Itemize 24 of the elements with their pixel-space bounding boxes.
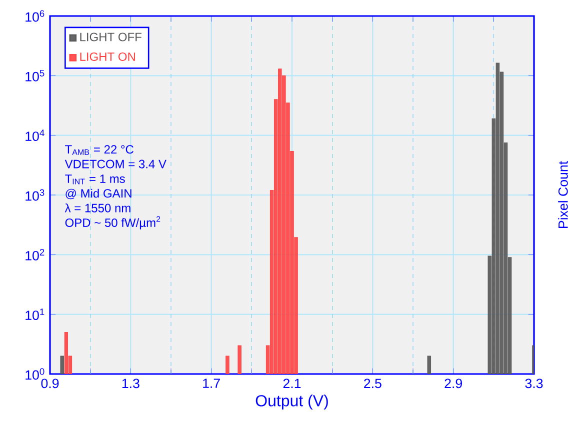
x-tick-label: 3.3 bbox=[525, 378, 543, 388]
x-tick-label: 0.9 bbox=[41, 378, 59, 388]
annotation: T$_{AMB}$ = 22 °C bbox=[65, 145, 134, 155]
x-tick-label: 2.1 bbox=[283, 378, 301, 388]
annotation: T$_{INT}$ = 1 ms bbox=[65, 174, 125, 184]
y-axis-title: Pixel Count bbox=[558, 161, 568, 228]
x-tick-label: 1.3 bbox=[122, 378, 140, 388]
x-axis-title: Output (V) bbox=[256, 394, 328, 410]
annotation: OPD ~ 50 fW/µm$^{2}$ bbox=[65, 216, 160, 230]
y-tick-label: 10$^{1}$ bbox=[26, 308, 44, 320]
legend-label: LIGHT ON bbox=[80, 52, 135, 61]
y-tick-label: 10$^{2}$ bbox=[26, 248, 44, 260]
legend-label: LIGHT OFF bbox=[80, 32, 142, 42]
y-tick-label: 10$^{3}$ bbox=[26, 189, 44, 201]
y-tick-label: 10$^{4}$ bbox=[26, 130, 44, 142]
y-tick-label: 10$^{6}$ bbox=[26, 10, 44, 22]
annotation: λ = 1550 nm bbox=[64, 203, 130, 212]
x-tick-label: 1.7 bbox=[203, 378, 220, 388]
x-tick-label: 2.9 bbox=[444, 378, 462, 388]
y-tick-label: 10$^{0}$ bbox=[26, 368, 44, 380]
y-tick-label: 10$^{5}$ bbox=[26, 70, 44, 82]
annotation: VDETCOM = 3.4 V bbox=[64, 160, 166, 168]
x-tick-label: 2.5 bbox=[364, 378, 382, 388]
annotation: @ Mid GAIN bbox=[66, 188, 132, 200]
